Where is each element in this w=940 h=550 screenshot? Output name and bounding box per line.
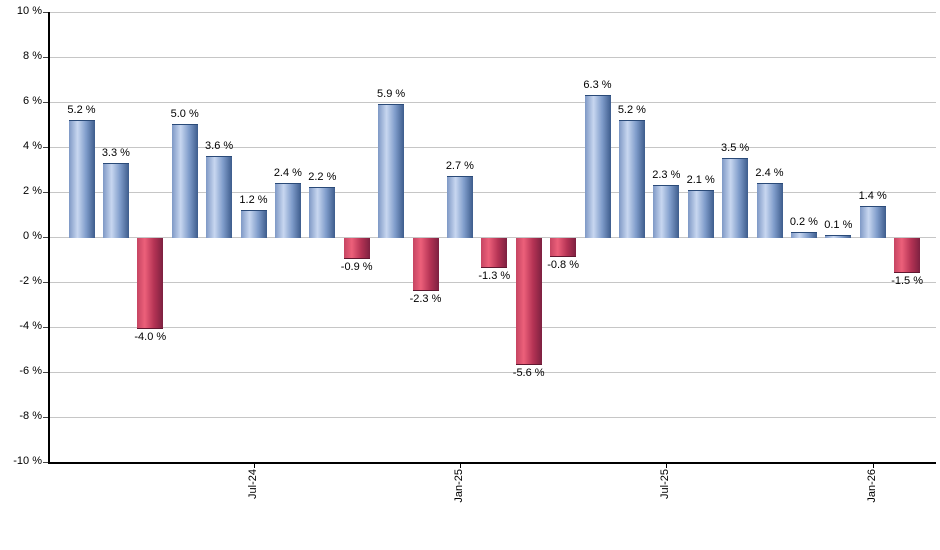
y-axis-label: 8 % — [23, 50, 42, 62]
x-axis-label: Jan-25 — [452, 469, 465, 503]
gridline — [48, 282, 936, 283]
bar-Jun-24 — [206, 156, 233, 238]
y-axis-tick — [43, 102, 48, 103]
gridline — [48, 147, 936, 148]
x-axis-label: Jul-24 — [246, 469, 259, 499]
x-axis-tick — [253, 463, 255, 468]
bar-value-label: 3.6 % — [205, 140, 234, 152]
bar-value-label: 3.3 % — [101, 147, 130, 159]
y-axis-tick — [43, 147, 48, 148]
y-axis-tick — [43, 417, 48, 418]
bar-value-label: -4.0 % — [134, 331, 167, 343]
bar-value-label: 6.3 % — [583, 79, 612, 91]
y-axis-tick — [43, 57, 48, 58]
bar-Dec-25 — [825, 235, 852, 238]
bar-value-label: 5.9 % — [377, 88, 406, 100]
bar-Apr-25 — [550, 238, 577, 257]
bar-value-label: 1.4 % — [858, 190, 887, 202]
y-axis-label: -2 % — [19, 275, 42, 287]
y-axis-tick — [43, 372, 48, 373]
bar-value-label: -5.6 % — [512, 367, 545, 379]
x-axis-tick — [872, 463, 874, 468]
gridline — [48, 12, 936, 13]
y-axis-label: -6 % — [19, 365, 42, 377]
bar-value-label: 2.4 % — [273, 167, 302, 179]
y-axis-tick — [43, 282, 48, 283]
bar-value-label: -2.3 % — [409, 293, 442, 305]
bar-Mar-25 — [515, 238, 542, 365]
bar-Dec-24 — [412, 238, 439, 291]
bar-Feb-24 — [68, 120, 95, 238]
x-axis-tick — [459, 463, 461, 468]
bar-Oct-24 — [343, 238, 370, 259]
bar-value-label: 2.2 % — [308, 171, 337, 183]
bar-value-label: 2.7 % — [445, 160, 474, 172]
y-axis-label: 2 % — [23, 185, 42, 197]
bar-Nov-25 — [790, 232, 817, 238]
bar-Mar-24 — [102, 163, 129, 238]
y-axis-label: -8 % — [19, 410, 42, 422]
bar-Sep-25 — [722, 158, 749, 238]
x-axis-label: Jul-25 — [659, 469, 672, 499]
bar-Jul-25 — [653, 185, 680, 238]
bar-value-label: 5.2 % — [617, 104, 646, 116]
bar-value-label: -0.8 % — [547, 259, 579, 271]
gridline — [48, 57, 936, 58]
bar-value-label: -1.5 % — [891, 275, 923, 287]
bar-value-label: 2.4 % — [755, 167, 784, 179]
bar-Oct-25 — [756, 183, 783, 238]
bar-Aug-24 — [274, 183, 301, 238]
y-axis-tick — [43, 192, 48, 193]
gridline — [48, 417, 936, 418]
bar-Jan-25 — [446, 176, 473, 238]
bar-value-label: 3.5 % — [721, 142, 750, 154]
x-axis-label: Jan-26 — [865, 469, 878, 503]
bar-value-label: 0.1 % — [824, 219, 853, 231]
y-axis-line — [48, 12, 50, 464]
bar-Aug-25 — [687, 190, 714, 238]
y-axis-label: -10 % — [13, 455, 42, 467]
y-axis-tick — [43, 12, 48, 13]
bar-Feb-25 — [481, 238, 508, 268]
bar-Sep-24 — [309, 187, 336, 238]
y-axis-label: 6 % — [23, 95, 42, 107]
gridline — [48, 327, 936, 328]
gridline — [48, 102, 936, 103]
bar-value-label: 5.0 % — [170, 108, 199, 120]
bar-Jun-25 — [618, 120, 645, 238]
gridline — [48, 372, 936, 373]
bar-value-label: 2.3 % — [652, 169, 681, 181]
x-axis-tick — [666, 463, 668, 468]
bar-May-24 — [171, 124, 198, 238]
y-axis-tick — [43, 327, 48, 328]
bar-value-label: 5.2 % — [67, 104, 96, 116]
x-axis-line — [48, 462, 936, 464]
bar-Nov-24 — [378, 104, 405, 238]
y-axis-label: 10 % — [16, 5, 42, 17]
y-axis-tick — [43, 237, 48, 238]
y-axis-tick — [43, 462, 48, 463]
bar-value-label: -0.9 % — [340, 261, 373, 273]
gridline — [48, 237, 936, 238]
bar-value-label: 2.1 % — [686, 174, 715, 186]
y-axis-label: -4 % — [19, 320, 42, 332]
y-axis-label: 4 % — [23, 140, 42, 152]
bar-Feb-26 — [894, 238, 921, 273]
bar-Apr-24 — [137, 238, 164, 329]
bar-value-label: -1.3 % — [478, 270, 511, 282]
bar-value-label: 1.2 % — [239, 194, 268, 206]
y-axis-label: 0 % — [23, 230, 42, 242]
bar-value-label: 0.2 % — [789, 216, 818, 228]
bar-Jul-24 — [240, 210, 267, 238]
gridline — [48, 192, 936, 193]
bar-Jan-26 — [859, 206, 886, 238]
bar-May-25 — [584, 95, 611, 238]
